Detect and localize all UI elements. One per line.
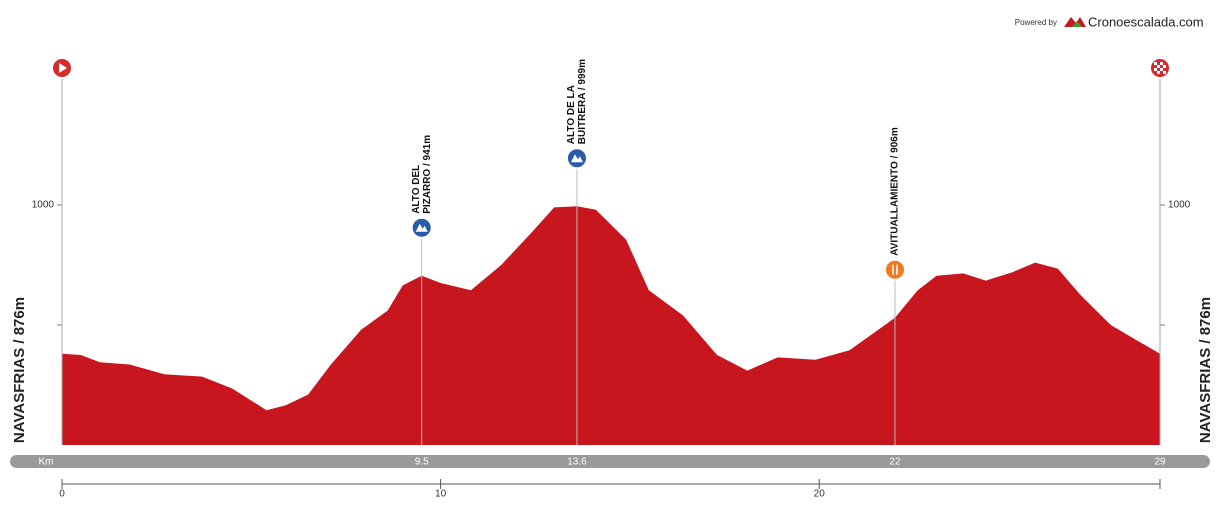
elevation-area [62,206,1160,445]
marker-label: PIZARRO / 941m [422,135,433,214]
finish-icon [1163,65,1166,68]
climb-icon [570,154,583,163]
feed-icon [892,264,898,275]
finish-icon [1163,71,1166,74]
marker-icon [51,57,73,79]
start-icon [59,63,67,73]
finish-icon [1154,62,1157,65]
marker-label: ALTO DE LA [566,85,577,144]
y-tick-label: 1000 [32,200,55,211]
logo [1064,17,1086,27]
marker-label: BUITRERA / 999m [577,59,588,144]
x-tick-label: 0 [59,489,65,500]
x-tick-label: 10 [435,489,447,500]
marker-label: ALTO DEL [411,165,422,214]
marker-icon [410,216,433,239]
logo [1072,21,1082,27]
finish-icon [1157,71,1160,74]
powered-by: Powered by [1015,18,1057,27]
marker-icon [1149,57,1171,79]
marker-icon [883,258,906,281]
km-label: 29 [1154,457,1166,468]
finish-icon [1160,68,1163,71]
finish-icon [1160,62,1163,65]
y-tick-label: 1000 [1168,200,1191,211]
km-band [10,455,1210,468]
finish-label: NAVASFRIAS / 876m [1197,297,1214,443]
start-label: NAVASFRIAS / 876m [11,297,28,443]
km-unit: Km [39,457,54,468]
site-name: Cronoescalada.com [1088,14,1204,29]
finish-icon [1154,68,1157,71]
km-label: 13.6 [567,457,587,468]
finish-icon [1157,65,1160,68]
climb-icon [415,223,428,232]
x-tick-label: 20 [814,489,826,500]
feed-icon [883,258,906,281]
marker-label: AVITUALLAMIENTO / 906m [890,127,901,256]
km-label: 9.5 [415,457,429,468]
marker-icon [565,147,588,170]
km-label: 22 [889,457,901,468]
